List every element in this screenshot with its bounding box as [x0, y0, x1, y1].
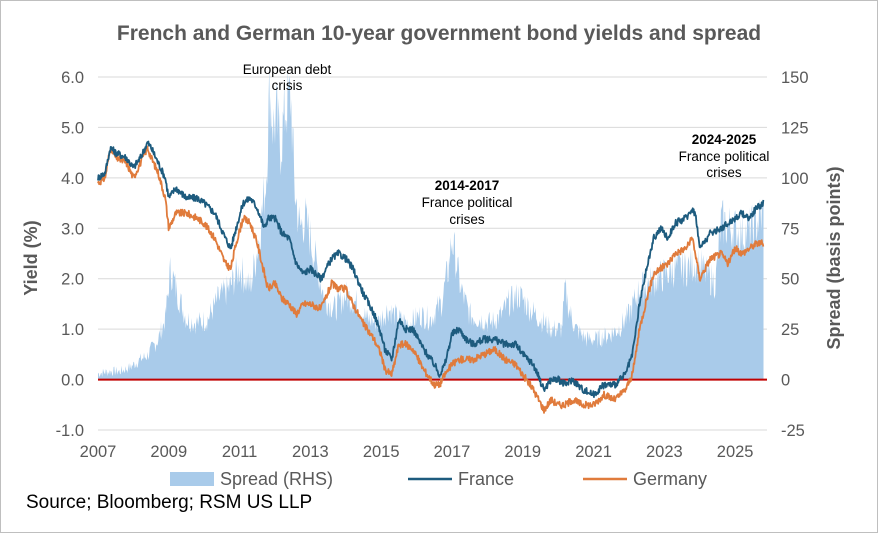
x-axis-ticks: 2007 2009 2011 2013 2015 2017 2019 2021 2023 2025 — [80, 443, 754, 461]
annotation-line: 2024-2025 — [692, 132, 757, 147]
right-tick-label: 150 — [781, 69, 809, 87]
right-tick-label: 75 — [781, 220, 799, 238]
left-tick-label: 0.0 — [61, 372, 84, 390]
annotation-line: crises — [706, 165, 742, 180]
left-tick-label: 2.0 — [61, 271, 84, 289]
x-tick-label: 2017 — [434, 443, 471, 461]
right-tick-label: 100 — [781, 170, 809, 188]
left-tick-label: 6.0 — [61, 69, 84, 87]
germany-yield-line — [97, 145, 765, 414]
legend-label-france: France — [458, 469, 514, 489]
right-tick-label: 0 — [781, 372, 790, 390]
right-tick-label: -25 — [781, 422, 805, 440]
annotation-2014-2017: 2014-2017 France political crises — [422, 178, 513, 227]
left-tick-label: 5.0 — [61, 119, 84, 137]
x-tick-label: 2021 — [575, 443, 612, 461]
annotation-line: France political — [422, 195, 513, 210]
x-tick-label: 2011 — [222, 443, 257, 461]
annotation-line: 2014-2017 — [435, 178, 500, 193]
x-tick-label: 2007 — [80, 443, 117, 461]
right-tick-label: 125 — [781, 119, 809, 137]
right-axis-ticks: -25 0 25 50 75 100 125 150 — [781, 69, 809, 440]
left-tick-label: 3.0 — [61, 220, 84, 238]
right-tick-label: 50 — [781, 271, 799, 289]
left-axis-label: Yield (%) — [21, 220, 41, 295]
x-tick-label: 2013 — [292, 443, 329, 461]
annotation-line: crisis — [272, 78, 303, 93]
source-note: Source; Bloomberg; RSM US LLP — [26, 492, 313, 513]
left-tick-label: 4.0 — [61, 170, 84, 188]
x-tick-label: 2019 — [504, 443, 541, 461]
x-tick-label: 2023 — [646, 443, 683, 461]
x-tick-label: 2015 — [363, 443, 400, 461]
left-tick-label: 1.0 — [61, 321, 84, 339]
legend-swatch-spread — [170, 472, 214, 486]
legend-label-spread: Spread (RHS) — [220, 469, 333, 489]
spread-area-path — [98, 65, 764, 380]
annotation-european-debt-crisis: European debt crisis — [243, 62, 332, 93]
x-tick-label: 2025 — [717, 443, 754, 461]
legend: Spread (RHS) France Germany — [170, 469, 707, 489]
right-tick-label: 25 — [781, 321, 799, 339]
annotation-line: European debt — [243, 62, 332, 77]
right-axis-label: Spread (basis points) — [824, 166, 844, 349]
yield-lines — [97, 140, 765, 414]
annotation-line: crises — [449, 212, 485, 227]
spread-area — [98, 65, 764, 380]
chart-title: French and German 10-year government bon… — [116, 22, 762, 45]
annotation-2024-2025: 2024-2025 France political crises — [679, 132, 770, 180]
left-tick-label: -1.0 — [56, 422, 84, 440]
x-tick-label: 2009 — [150, 443, 187, 461]
annotation-line: France political — [679, 149, 770, 164]
legend-label-germany: Germany — [633, 469, 707, 489]
left-axis-ticks: -1.0 0.0 1.0 2.0 3.0 4.0 5.0 6.0 — [56, 69, 84, 440]
france-yield-line — [97, 140, 765, 398]
